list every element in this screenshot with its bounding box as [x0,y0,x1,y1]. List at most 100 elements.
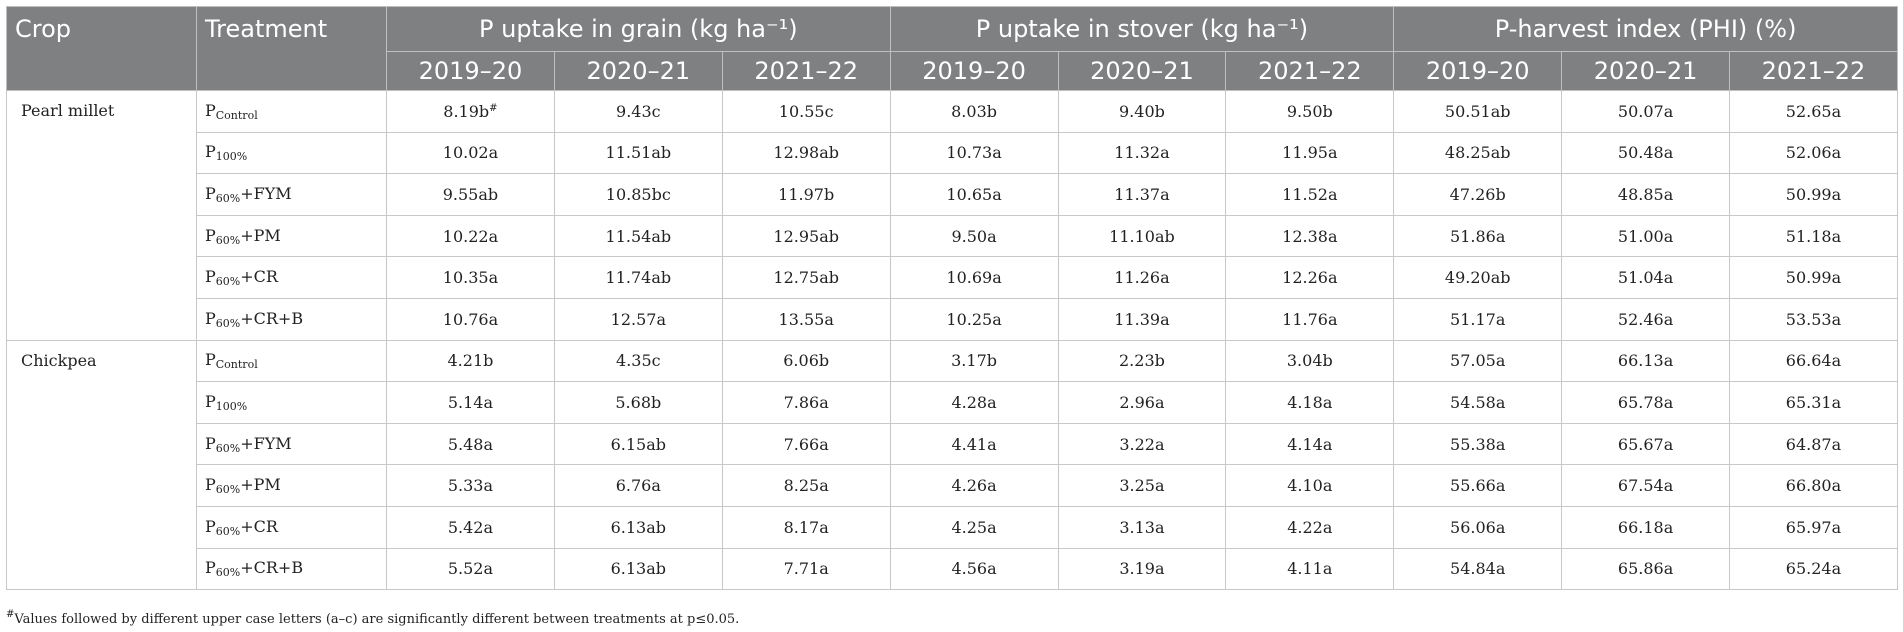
value-cell: 10.25a [889,297,1059,341]
value-text: 65.67a [1617,434,1674,454]
value-cell: 4.18a [1225,381,1395,424]
value-cell: 11.97b [721,173,891,216]
value-cell: 50.51ab [1393,90,1563,133]
value-text: 11.97b [778,184,835,204]
treatment-cell: P60%+CR+B [196,297,387,341]
value-text: 11.54ab [605,226,672,246]
p-uptake-table: Crop Treatment P uptake in grain (kg ha⁻… [6,6,1898,591]
value-text: 67.54a [1617,476,1674,496]
value-cell: 4.21b [386,339,555,383]
value-text: 5.14a [447,392,494,412]
year-header: 2020–21 [553,51,723,91]
value-text: 51.00a [1617,226,1674,246]
value-cell: 54.84a [1393,547,1563,591]
value-text: 10.73a [946,143,1002,163]
value-cell: 48.25ab [1393,131,1563,175]
value-cell: 52.46a [1561,297,1731,341]
value-text: 9.50a [951,226,997,246]
value-text: 50.99a [1785,268,1842,288]
value-text: 6.76a [615,476,661,496]
treatment-suffix: +CR+B [240,308,304,328]
value-text: 52.06a [1785,143,1842,163]
value-cell: 4.56a [889,547,1059,591]
crop-name: Pearl millet [6,90,197,341]
value-text: 4.11a [1287,559,1333,579]
value-cell: 4.26a [889,464,1059,507]
treatment-suffix: +CR+B [240,558,304,578]
table-row: P60%+FYM 9.55ab 10.85bc 11.97b 10.65a 11.37a 1… [7,173,1898,216]
treatment-cell: P60%+PM [196,464,387,507]
value-text: 6.15ab [610,434,667,454]
value-text: 9.50b [1286,101,1333,121]
value-cell: 4.35c [553,339,723,383]
value-text: 4.21b [447,351,494,371]
year-header: 2019–20 [1393,51,1563,91]
value-text: 65.78a [1617,392,1674,412]
value-text: 4.25a [951,517,997,537]
value-cell: 10.69a [889,256,1059,299]
value-text: 11.52a [1282,184,1338,204]
value-text: 4.22a [1287,517,1333,537]
year-header: 2019–20 [386,51,555,91]
value-cell: 51.17a [1393,297,1563,341]
value-cell: 9.50a [889,214,1059,258]
value-text: 12.95ab [773,226,839,246]
value-cell: 4.41a [889,422,1059,466]
table-row: P60%+CR 10.35a 11.74ab 12.75ab 10.69a 11.26a 1… [7,256,1898,299]
treatment-cell: P100% [196,131,387,175]
treatment-suffix: +PM [240,475,281,495]
value-cell: 11.26a [1057,256,1227,299]
value-cell: 6.06b [721,339,891,383]
value-cell: 11.76a [1225,297,1395,341]
value-cell: 10.22a [386,214,555,258]
value-text: 3.04b [1286,351,1333,371]
value-text: 6.06b [783,351,830,371]
table-row: P60%+CR+B 10.76a 12.57a 13.55a 10.25a 11.39a 1… [7,297,1898,341]
value-text: 6.13ab [610,559,667,579]
value-text: 12.57a [610,309,666,329]
value-cell: 65.86a [1561,547,1731,591]
value-cell: 65.31a [1729,381,1898,424]
value-text: 10.65a [946,184,1002,204]
table-row: P60%+CR 5.42a 6.13ab 8.17a 4.25a 3.13a 4.22a 56… [7,505,1898,549]
treatment-base: P [205,100,216,120]
footnote-text: Values followed by different upper case … [14,612,740,627]
value-cell: 8.19b# [386,90,555,133]
value-text: 11.74ab [605,268,672,288]
value-text: 5.48a [447,434,494,454]
value-cell: 13.55a [721,297,891,341]
value-text: 8.25a [783,476,829,496]
value-cell: 6.15ab [553,422,723,466]
value-cell: 7.86a [721,381,891,424]
value-cell: 8.25a [721,464,891,507]
value-text: 66.64a [1785,351,1842,371]
value-cell: 11.52a [1225,173,1395,216]
value-cell: 51.18a [1729,214,1898,258]
value-text: 4.14a [1287,434,1333,454]
treatment-subscript: 60% [215,275,241,289]
value-text: 54.84a [1450,559,1506,579]
value-cell: 12.75ab [721,256,891,299]
value-text: 10.35a [442,268,499,288]
year-header: 2019–20 [889,51,1059,91]
year-header: 2021–22 [1729,51,1898,91]
value-text: 3.22a [1119,434,1165,454]
value-cell: 5.42a [386,505,555,549]
treatment-base: P [205,350,216,370]
value-cell: 12.26a [1225,256,1395,299]
value-cell: 12.38a [1225,214,1395,258]
treatment-subscript: 60% [215,441,241,455]
value-text: 50.99a [1785,184,1842,204]
value-cell: 5.33a [386,464,555,507]
value-cell: 2.96a [1057,381,1227,424]
value-text: 3.13a [1119,517,1165,537]
value-text: 56.06a [1450,517,1506,537]
treatment-subscript: 60% [215,233,241,247]
value-text: 51.18a [1785,226,1842,246]
value-cell: 3.19a [1057,547,1227,591]
treatment-cell: PControl [196,339,387,383]
value-text: 11.32a [1114,143,1170,163]
value-cell: 55.66a [1393,464,1563,507]
value-cell: 47.26b [1393,173,1563,216]
header-row-groups: Crop Treatment P uptake in grain (kg ha⁻… [6,6,1898,91]
